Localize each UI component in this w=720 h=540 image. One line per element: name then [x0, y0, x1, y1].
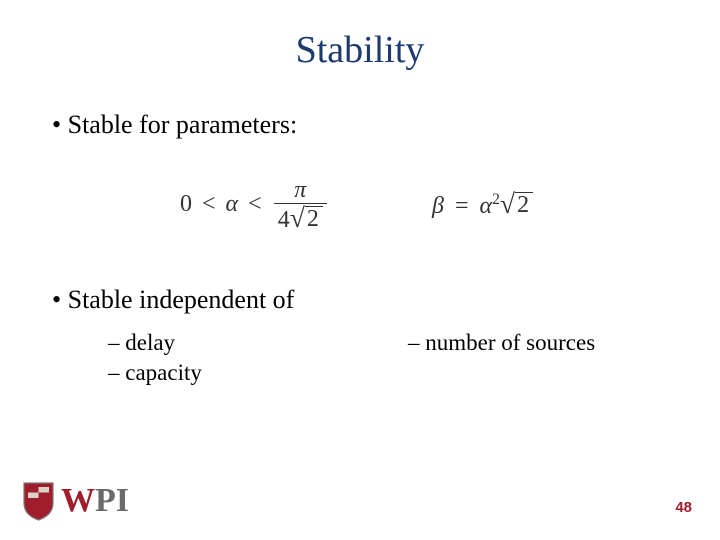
den-sqrt: √2: [290, 204, 323, 233]
beta-rhs-radicand: 2: [515, 192, 533, 217]
formula-alpha-range: 0 < α < π 4√2: [180, 178, 329, 233]
formula-beta: β = α2√2: [432, 188, 533, 220]
logo-letter-w: W: [61, 482, 95, 520]
wpi-logo: WPI: [22, 480, 162, 522]
logo-letter-p: P: [95, 482, 116, 520]
logo-letter-i: I: [116, 482, 129, 520]
lt-2: <: [248, 191, 262, 217]
beta-rhs-base: α: [480, 193, 493, 219]
sub-bullets-left: delay capacity: [108, 330, 202, 390]
wpi-shield-icon: [22, 481, 55, 521]
sub-item-capacity: capacity: [108, 360, 202, 386]
beta-lhs: β: [432, 193, 444, 219]
beta-rhs-exp: 2: [492, 191, 500, 208]
den-coeff: 4: [278, 207, 290, 233]
sub-bullets-right: number of sources: [408, 330, 595, 360]
sub-item-sources: number of sources: [408, 330, 595, 356]
frac-num: π: [274, 178, 327, 203]
sub-item-delay: delay: [108, 330, 202, 356]
bullet-parameters: Stable for parameters:: [52, 110, 297, 140]
alpha-var: α: [226, 191, 239, 217]
beta-rhs-sqrt: √2: [500, 188, 533, 220]
formula-row: 0 < α < π 4√2 β = α2√2: [0, 178, 720, 238]
bullet-independent: Stable independent of: [52, 285, 294, 315]
wpi-logo-text: WPI: [61, 482, 129, 520]
frac-den: 4√2: [274, 203, 327, 233]
lt-1: <: [202, 191, 216, 217]
slide: Stability Stable for parameters: 0 < α <…: [0, 0, 720, 540]
beta-eq: =: [455, 193, 469, 219]
page-number: 48: [675, 499, 692, 516]
den-radicand: 2: [305, 206, 323, 231]
alpha-upper-fraction: π 4√2: [274, 178, 327, 233]
alpha-lower: 0: [180, 191, 192, 217]
slide-title: Stability: [0, 28, 720, 72]
